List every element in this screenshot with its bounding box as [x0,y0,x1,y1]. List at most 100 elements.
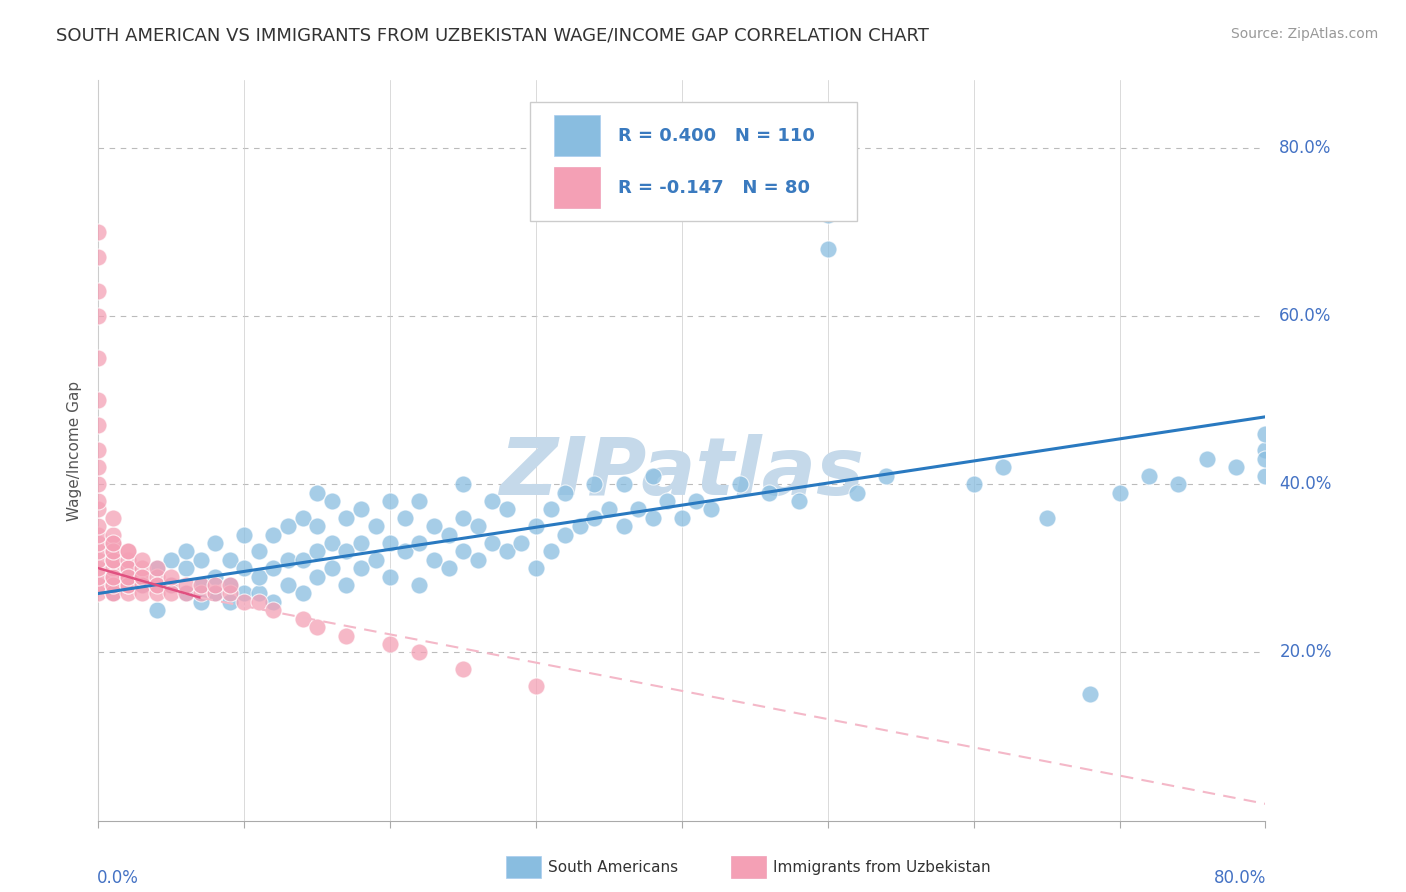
Point [101,586,124,600]
Point [787,494,810,508]
Point [612,519,634,533]
Point [380,637,402,651]
Point [146,569,169,583]
Point [335,544,357,558]
Point [204,586,226,600]
Point [131,569,153,583]
Point [117,553,139,567]
Point [408,494,430,508]
Point [496,544,519,558]
Point [262,527,284,541]
Point [160,553,183,567]
Point [87,477,110,491]
Point [131,578,153,592]
Point [671,510,693,524]
Point [307,620,329,634]
Point [700,502,723,516]
Point [1254,468,1277,483]
Point [87,519,110,533]
Point [627,502,650,516]
Point [190,578,212,592]
Point [423,553,446,567]
Point [1108,485,1130,500]
Text: 0.0%: 0.0% [97,869,139,887]
Point [437,561,460,575]
Point [467,553,489,567]
Point [131,578,153,592]
Point [131,553,153,567]
Point [87,502,110,516]
Point [101,510,124,524]
Point [408,645,430,659]
Point [160,578,183,592]
Point [117,569,139,583]
Point [277,578,299,592]
Point [277,553,299,567]
Point [204,578,226,592]
Point [247,544,270,558]
Point [117,569,139,583]
FancyBboxPatch shape [530,103,858,221]
Point [218,553,240,567]
Point [262,603,284,617]
Point [204,586,226,600]
Point [540,502,562,516]
Text: South Americans: South Americans [548,860,679,874]
Point [335,510,357,524]
Point [117,544,139,558]
Point [87,418,110,433]
Bar [554,168,600,208]
Text: 60.0%: 60.0% [1279,307,1331,325]
Point [233,527,256,541]
Point [540,544,562,558]
Point [146,561,169,575]
Point [247,569,270,583]
Point [394,544,416,558]
Point [87,225,110,239]
Text: 80.0%: 80.0% [1279,138,1331,157]
Point [991,460,1014,475]
Point [524,561,547,575]
Point [291,510,314,524]
Point [321,494,343,508]
Point [554,527,576,541]
Point [174,544,197,558]
Text: 80.0%: 80.0% [1215,869,1267,887]
Point [496,502,519,516]
Point [451,510,474,524]
Point [146,603,169,617]
Point [87,527,110,541]
Point [408,536,430,550]
Point [160,586,183,600]
Point [204,536,226,550]
Point [190,578,212,592]
Point [87,284,110,298]
Point [101,578,124,592]
Point [1035,510,1057,524]
Point [101,527,124,541]
Point [817,242,839,256]
Text: R = -0.147   N = 80: R = -0.147 N = 80 [617,178,810,196]
Point [641,510,664,524]
Point [101,569,124,583]
Point [307,569,329,583]
Point [598,502,620,516]
Point [160,578,183,592]
Point [307,519,329,533]
Point [612,477,634,491]
Point [87,392,110,407]
Point [962,477,984,491]
Point [1254,443,1277,458]
Point [146,561,169,575]
Point [758,485,780,500]
Bar [554,115,600,156]
Point [524,519,547,533]
Point [335,628,357,642]
Point [87,578,110,592]
Point [1195,451,1218,466]
Point [117,578,139,592]
Point [146,578,169,592]
Point [350,502,373,516]
Text: R = 0.400   N = 110: R = 0.400 N = 110 [617,127,814,145]
Point [101,553,124,567]
